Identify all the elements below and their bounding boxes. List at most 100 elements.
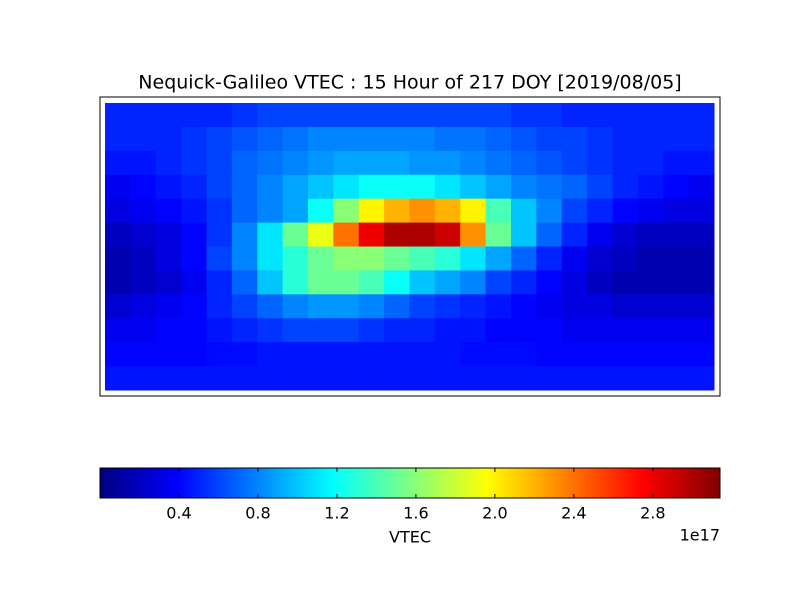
heat-cell [105, 294, 131, 319]
heat-cell [688, 150, 715, 176]
heat-cell [181, 150, 207, 176]
heat-cell [308, 270, 334, 295]
heat-cell [511, 150, 537, 176]
heat-cell [409, 294, 436, 319]
heat-cell [688, 222, 715, 247]
heat-cell [130, 342, 157, 367]
heat-cell [181, 294, 207, 319]
heat-cell [206, 103, 233, 128]
heat-cell [155, 174, 182, 200]
heat-cell [663, 246, 690, 271]
heat-cell [155, 103, 182, 128]
heat-cell [612, 342, 639, 367]
heat-cell [688, 294, 715, 319]
heat-cell [130, 366, 157, 391]
heat-cell [485, 198, 512, 224]
heat-cell [155, 270, 182, 295]
heat-cell [257, 270, 284, 295]
heat-cell [384, 246, 410, 271]
heat-cell [282, 318, 309, 343]
heat-cell [434, 246, 461, 271]
heat-cell [308, 174, 334, 200]
heat-cell [663, 103, 690, 128]
heat-cell [358, 366, 385, 391]
heat-cell [485, 174, 512, 200]
heat-cell [434, 150, 461, 176]
heat-cell [561, 222, 588, 247]
heat-cell [637, 222, 664, 247]
heat-cell [333, 366, 360, 391]
heat-cell [637, 150, 664, 176]
heat-cell [155, 150, 182, 176]
heat-cell [409, 318, 436, 343]
heat-cell [358, 150, 385, 176]
heat-cell [257, 103, 284, 128]
heat-cell [587, 126, 613, 152]
heat-cell [587, 246, 613, 271]
heat-cell [511, 103, 537, 128]
heat-cell [231, 174, 258, 200]
heat-cell [155, 222, 182, 247]
heat-cell [460, 198, 487, 224]
heat-cell [561, 174, 588, 200]
heat-cell [384, 318, 410, 343]
heat-cell [105, 270, 131, 295]
heat-cell [637, 174, 664, 200]
heat-cell [384, 270, 410, 295]
heat-cell [282, 222, 309, 247]
colorbar [99, 467, 721, 499]
heat-cell [536, 318, 563, 343]
heat-cell [460, 126, 487, 152]
heat-cell [155, 294, 182, 319]
heat-cell [130, 198, 157, 224]
heat-cell [384, 103, 410, 128]
heat-cell [587, 103, 613, 128]
heat-cell [181, 366, 207, 391]
heat-cell [536, 103, 563, 128]
heat-cell [587, 174, 613, 200]
heat-cell [308, 246, 334, 271]
heat-cell [612, 103, 639, 128]
heat-cell [181, 342, 207, 367]
heat-cell [434, 294, 461, 319]
heat-cell [231, 342, 258, 367]
heat-cell [511, 246, 537, 271]
heat-cell [536, 270, 563, 295]
heat-cell [637, 294, 664, 319]
heat-cell [434, 270, 461, 295]
heat-cell [308, 126, 334, 152]
colorbar-tick-label: 1.6 [403, 504, 428, 523]
heat-cell [485, 150, 512, 176]
heat-cell [282, 270, 309, 295]
heat-cell [181, 318, 207, 343]
heat-cell [460, 246, 487, 271]
heat-cell [460, 318, 487, 343]
heat-cell [409, 366, 436, 391]
heat-cell [561, 318, 588, 343]
heat-cell [384, 126, 410, 152]
heat-cell [460, 150, 487, 176]
heat-cell [130, 294, 157, 319]
heat-cell [308, 150, 334, 176]
map-frame [99, 96, 721, 397]
heat-cell [511, 198, 537, 224]
heat-cell [612, 246, 639, 271]
heat-cell [612, 270, 639, 295]
heat-cell [130, 174, 157, 200]
heat-cell [231, 294, 258, 319]
heat-cell [511, 174, 537, 200]
heat-cell [561, 270, 588, 295]
heat-cell [206, 222, 233, 247]
heat-cell [663, 342, 690, 367]
heat-cell [485, 294, 512, 319]
heat-cell [688, 198, 715, 224]
heat-cell [181, 174, 207, 200]
heat-cell [409, 270, 436, 295]
heat-cell [257, 246, 284, 271]
heat-cell [434, 222, 461, 247]
heat-cell [206, 318, 233, 343]
heat-cell [663, 222, 690, 247]
heat-cell [105, 174, 131, 200]
heat-cell [181, 198, 207, 224]
